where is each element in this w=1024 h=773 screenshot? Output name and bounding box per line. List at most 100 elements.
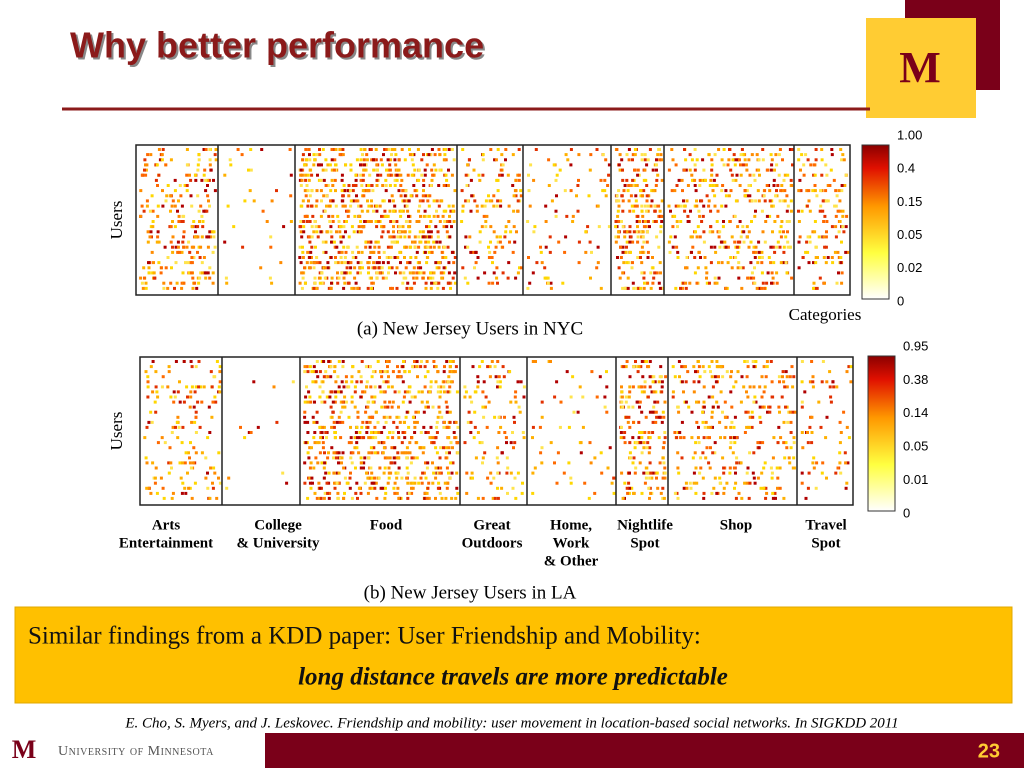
category-label: Work [553, 535, 590, 551]
heat-cell [429, 220, 433, 223]
heat-cell [841, 225, 845, 229]
heat-cell [342, 496, 346, 500]
heat-cell [369, 431, 373, 434]
heat-cell [757, 158, 761, 162]
heat-cell [774, 153, 778, 157]
heat-cell [473, 425, 477, 429]
heat-cell [655, 178, 659, 182]
heat-cell [743, 360, 747, 363]
heat-cell [269, 245, 273, 249]
heat-cell [640, 158, 644, 162]
heat-cell [643, 153, 647, 157]
heat-cell [172, 390, 176, 394]
heat-cell [421, 451, 425, 455]
heat-cell [806, 250, 810, 254]
heat-cell [382, 380, 386, 384]
heat-cell [438, 410, 442, 414]
heat-cell [680, 380, 684, 384]
heat-cell [676, 204, 680, 208]
heat-cell [188, 250, 192, 254]
heat-cell [437, 204, 441, 208]
heat-cell [757, 250, 761, 254]
heat-cell [249, 431, 253, 434]
heat-cell [367, 204, 371, 208]
heat-cell [823, 245, 827, 249]
heat-cell [646, 158, 650, 162]
heat-cell [417, 178, 421, 182]
heat-cell [409, 481, 413, 485]
heat-cell [414, 256, 418, 259]
heat-cell [646, 471, 650, 475]
heat-cell [415, 365, 419, 369]
heat-cell [380, 271, 384, 275]
heat-cell [356, 415, 360, 419]
heat-cell [652, 405, 656, 409]
heat-cell [422, 189, 425, 193]
heat-cell [188, 173, 191, 177]
heat-cell [806, 486, 810, 490]
heat-cell [513, 240, 517, 244]
heat-cell [810, 415, 814, 419]
heat-cell [356, 271, 360, 275]
heat-cell [451, 276, 455, 280]
heat-cell [177, 425, 181, 429]
heat-cell [177, 214, 181, 218]
heat-cell [695, 481, 699, 485]
heat-cell [628, 441, 632, 445]
heat-cell [455, 390, 459, 394]
heat-cell [673, 375, 677, 379]
heat-cell [213, 471, 217, 475]
heat-cell [170, 204, 174, 208]
heat-cell [676, 496, 680, 500]
heat-cell [368, 173, 372, 177]
heat-cell [789, 209, 793, 213]
heat-cell [279, 261, 283, 265]
heat-cell [167, 365, 171, 369]
heat-cell [401, 225, 405, 229]
heat-cell [395, 266, 399, 270]
heat-cell [745, 425, 749, 429]
heat-cell [370, 286, 374, 290]
heat-cell [790, 276, 794, 280]
heat-cell [426, 486, 430, 490]
heat-cell [420, 158, 424, 162]
heat-cell [701, 451, 705, 455]
heat-cell [381, 276, 385, 280]
heat-cell [189, 466, 193, 470]
heat-cell [159, 271, 163, 275]
heat-cell [637, 286, 641, 290]
heat-cell [196, 168, 200, 172]
heat-cell [622, 261, 626, 265]
heat-cell [313, 261, 316, 265]
heat-cell [481, 405, 485, 409]
heat-cell [337, 276, 341, 280]
heat-cell [806, 441, 810, 445]
heat-cell [149, 365, 153, 369]
heat-cell [189, 178, 193, 182]
heat-cell [180, 286, 184, 290]
heat-cell [623, 230, 627, 234]
heat-cell [157, 240, 161, 244]
heat-cell [208, 496, 212, 500]
heat-cell [812, 466, 816, 470]
heat-cell [640, 491, 644, 495]
heat-cell [156, 184, 159, 187]
heat-cell [444, 400, 448, 404]
heat-cell [444, 158, 448, 162]
heat-cell [418, 446, 422, 450]
heat-cell [634, 194, 638, 198]
heat-cell [632, 209, 636, 213]
heat-cell [732, 153, 736, 157]
heat-cell [738, 240, 742, 244]
heat-cell [439, 385, 443, 389]
heat-cell [699, 466, 703, 470]
heat-cell [345, 220, 348, 223]
heat-cell [834, 235, 838, 239]
heat-cell [505, 441, 508, 445]
heat-cell [359, 380, 363, 384]
heat-cell [777, 153, 781, 157]
heat-cell [247, 431, 251, 434]
heat-cell [453, 436, 457, 440]
heat-cell [179, 476, 183, 480]
heat-cell [180, 441, 184, 445]
